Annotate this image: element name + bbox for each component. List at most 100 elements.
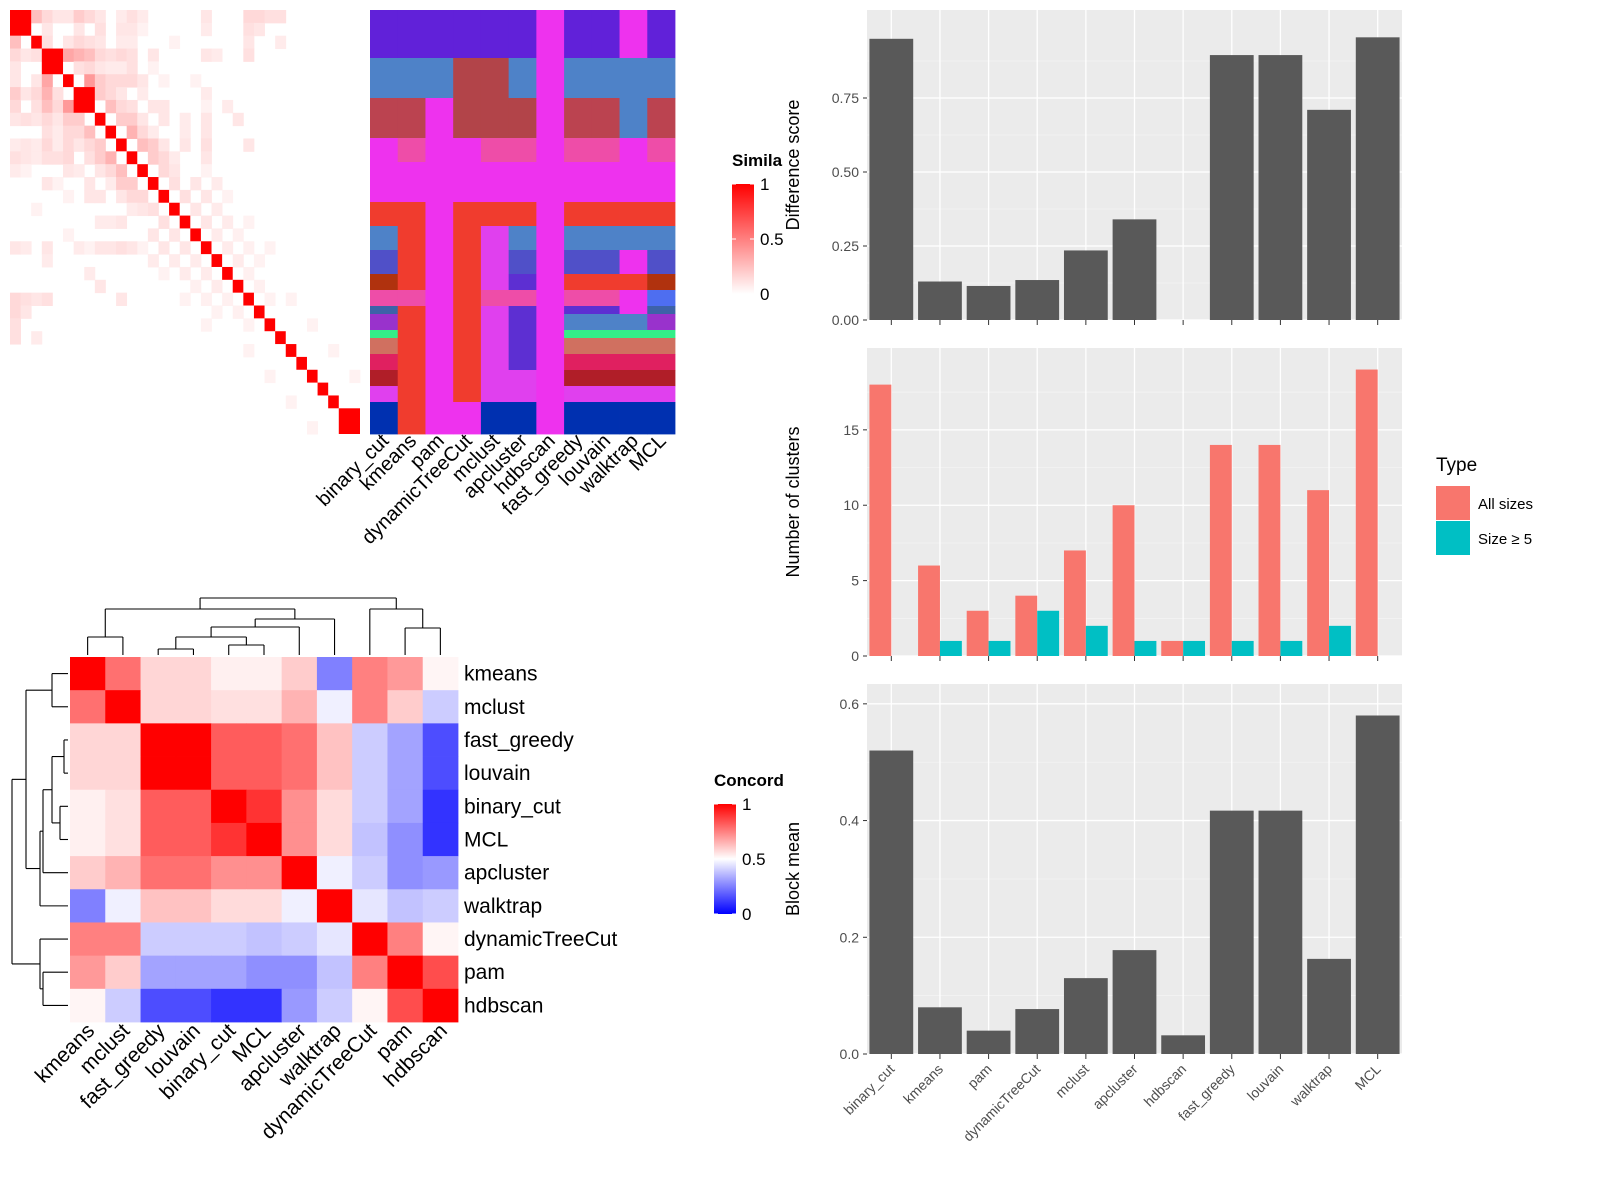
legend-label: Size ≥ 5 <box>1478 531 1532 548</box>
similarity-cell <box>137 189 149 204</box>
similarity-cell <box>116 112 128 127</box>
similarity-cell <box>63 10 75 24</box>
similarity-cell <box>84 177 96 191</box>
assignment-cell <box>480 338 510 355</box>
similarity-cell <box>52 10 64 24</box>
assignment-cell <box>397 402 426 435</box>
concordance-row-label: louvain <box>464 762 531 785</box>
concordance-cell <box>211 955 247 990</box>
similarity-cell <box>243 344 255 358</box>
concordance-cell <box>281 955 318 990</box>
bar <box>1085 625 1108 656</box>
assignment-cell <box>370 314 399 331</box>
similarity-cell <box>243 215 255 229</box>
bar <box>988 640 1011 656</box>
assignment-cell <box>508 330 537 339</box>
assignment-cell <box>619 250 648 275</box>
assignment-cell <box>536 226 565 251</box>
similarity-cell <box>20 241 32 255</box>
similarity-cell <box>94 215 106 229</box>
assignment-cell <box>370 202 399 227</box>
assignment-cell <box>397 386 426 403</box>
assignment-cell <box>564 250 593 275</box>
y-tick-label: 0.50 <box>832 164 859 180</box>
concordance-cell <box>352 756 388 791</box>
similarity-cell <box>84 61 96 75</box>
similarity-cell <box>20 112 32 127</box>
similarity-cell <box>41 292 53 306</box>
similarity-cell <box>84 125 96 139</box>
similarity-cell <box>94 164 106 178</box>
assignment-cell <box>453 202 482 227</box>
concordance-cell <box>140 756 177 791</box>
assignment-cell <box>480 162 510 203</box>
concordance-cell <box>211 922 247 957</box>
concordance-cell <box>211 690 247 724</box>
y-axis-label: Block mean <box>783 822 803 916</box>
similarity-cell <box>105 177 117 191</box>
similarity-cell <box>10 292 22 306</box>
assignment-cell <box>480 202 510 227</box>
assignment-cell <box>397 306 426 315</box>
concordance-cell <box>211 723 247 757</box>
similarity-cell <box>41 87 53 101</box>
assignment-cell <box>508 306 537 315</box>
similarity-heatmap <box>10 10 361 512</box>
concordance-cell <box>140 822 177 857</box>
bar <box>1231 640 1254 656</box>
similarity-cell <box>306 318 318 332</box>
concordance-cell <box>105 856 141 890</box>
concordance-cell <box>211 889 247 923</box>
assignment-cell <box>619 202 648 227</box>
similarity-cell <box>31 112 43 127</box>
bar <box>1355 369 1378 656</box>
similarity-cell <box>200 112 212 127</box>
assignment-cell <box>453 402 482 435</box>
assignment-cell <box>370 138 399 163</box>
assignment-cell <box>591 314 620 331</box>
assignment-cell <box>536 274 565 291</box>
concordance-cell <box>70 988 106 1023</box>
assignment-cell <box>370 98 399 139</box>
assignment-cell <box>370 58 399 99</box>
similarity-background <box>10 10 360 512</box>
concordance-cell <box>422 856 459 890</box>
similarity-diagonal-block <box>94 112 106 126</box>
similarity-cell <box>169 35 181 50</box>
similarity-cell <box>264 292 276 306</box>
assignment-cell <box>480 314 510 331</box>
concordance-cell <box>246 922 283 957</box>
x-tick-label: kmeans <box>900 1061 946 1107</box>
concordance-cell <box>352 690 388 724</box>
similarity-cell <box>41 151 53 165</box>
concordance-cell <box>70 955 106 990</box>
similarity-cell <box>126 61 138 75</box>
concordance-cell <box>140 988 177 1023</box>
concordance-cell <box>387 789 424 824</box>
type-legend: Type All sizes Size ≥ 5 <box>1436 455 1533 555</box>
bar <box>1258 55 1303 321</box>
similarity-cell <box>169 151 181 165</box>
concordance-cell <box>316 955 353 990</box>
assignment-cell <box>425 402 454 435</box>
assignment-cell <box>619 98 648 139</box>
assignment-cell <box>564 402 593 435</box>
concordance-cell <box>422 922 459 957</box>
concordance-cell <box>246 988 283 1023</box>
similarity-cell <box>10 318 22 332</box>
assignment-cell <box>564 330 593 339</box>
similarity-cell <box>116 22 128 37</box>
similarity-cell <box>73 112 85 127</box>
similarity-cell <box>116 61 128 75</box>
assignment-cell <box>619 58 648 99</box>
concordance-row-label: walktrap <box>463 895 542 918</box>
legend-tick-label: 0 <box>742 905 751 924</box>
concordance-cell <box>352 988 388 1023</box>
similarity-diagonal-block <box>10 10 32 36</box>
similarity-cell <box>84 189 96 204</box>
similarity-cell <box>147 151 159 165</box>
bar <box>1015 280 1060 320</box>
assignment-cell <box>425 314 454 331</box>
assignment-cell <box>647 370 676 387</box>
similarity-cell <box>20 48 32 62</box>
